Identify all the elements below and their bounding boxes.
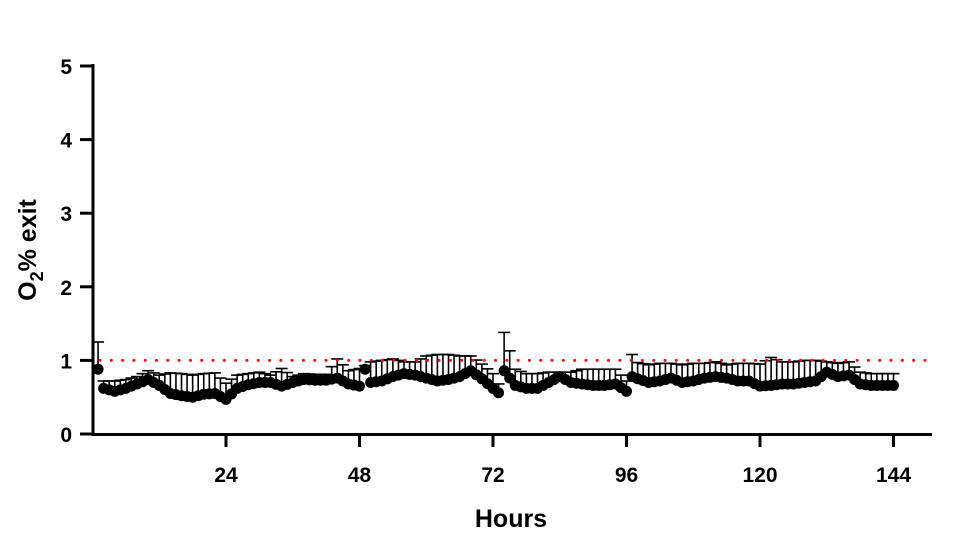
y-tick-label: 1 [60, 350, 72, 373]
x-axis-ticks: 24 48 72 96 120 144 [214, 434, 911, 487]
y-title-subscript: 2 [27, 271, 47, 281]
x-tick-label: 48 [348, 464, 372, 487]
y-tick-label: 2 [60, 277, 72, 300]
data-point [354, 380, 365, 392]
y-tick-label: 3 [60, 203, 72, 226]
y-axis-title: O2% exit [14, 198, 47, 300]
y-tick-label: 0 [60, 424, 72, 447]
axes [91, 64, 932, 436]
x-tick-label: 144 [876, 464, 911, 487]
x-tick-label: 96 [615, 464, 638, 487]
data-points [92, 363, 899, 405]
data-point [493, 387, 505, 399]
x-tick-label: 120 [742, 464, 777, 487]
y-tick-label: 5 [60, 56, 72, 79]
error-bars [92, 331, 900, 400]
y-title-rest: % exit [14, 198, 42, 271]
x-axis-title: Hours [475, 505, 547, 533]
y-title-main: O [14, 281, 42, 300]
data-point [621, 385, 632, 397]
y-axis-ticks: 0 1 2 3 4 5 [60, 56, 93, 447]
x-tick-label: 24 [214, 464, 238, 487]
data-point [888, 379, 899, 391]
data-point [359, 363, 371, 375]
data-point [92, 363, 104, 375]
y-tick-label: 4 [60, 130, 72, 153]
svg-text:O2% exit: O2% exit [14, 198, 47, 300]
x-tick-label: 72 [481, 464, 504, 487]
